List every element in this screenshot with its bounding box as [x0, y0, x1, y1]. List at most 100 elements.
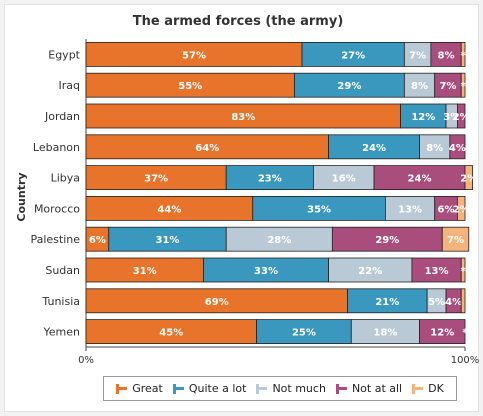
bar-great-tunisia [85, 288, 348, 314]
data-label: 8% [426, 143, 443, 154]
data-label: 44% [157, 204, 181, 215]
legend-label: Great [132, 382, 163, 395]
legend-swatch-icon [256, 383, 268, 394]
bar-not-at-all-libya [373, 165, 466, 191]
legend-swatch-icon [335, 383, 348, 394]
legend-item-quite-a-lot[interactable]: Quite a lot [172, 382, 247, 395]
category-label: Morocco [34, 202, 80, 215]
bar-not-at-all-yemen [419, 319, 466, 345]
y-axis-title: Country [15, 172, 28, 221]
data-label: 35% [307, 204, 331, 215]
bar-quite-a-lot-egypt [301, 42, 405, 67]
data-label: 12% [430, 328, 454, 339]
bar-quite-a-lot-sudan [203, 257, 329, 283]
data-label: 64% [195, 143, 219, 154]
data-label: 5% [428, 297, 445, 308]
category-label: Egypt [48, 48, 80, 61]
x-tick-label: 100% [451, 355, 480, 366]
data-label: 13% [425, 266, 449, 277]
legend-label: Quite a lot [188, 382, 247, 395]
bar-great-jordan [85, 103, 401, 129]
bar-not-at-all-palestine [331, 226, 443, 252]
data-label: 22% [358, 266, 382, 277]
data-label: 4% [445, 297, 462, 308]
x-tick-label: 0% [78, 355, 94, 366]
legend-label: DK [428, 382, 444, 395]
bar-dk-libya [464, 165, 473, 191]
data-label: 31% [133, 266, 157, 277]
data-label: * [460, 81, 466, 92]
bar-not-much-palestine [225, 226, 333, 252]
bar-quite-a-lot-libya [225, 165, 314, 191]
data-label: 37% [144, 174, 168, 185]
data-label: 7% [409, 50, 426, 61]
legend-swatch-icon [412, 383, 424, 394]
data-label: 8% [411, 81, 428, 92]
bar-not-much-egypt [403, 42, 432, 67]
bar-dk-palestine [441, 226, 470, 252]
data-label: 24% [362, 143, 386, 154]
bar-quite-a-lot-morocco [252, 195, 386, 221]
category-label: Lebanon [33, 141, 80, 154]
category-label: Palestine [30, 233, 80, 246]
data-label: 29% [337, 81, 361, 92]
data-label: 45% [159, 328, 183, 339]
bar-dk-sudan [460, 257, 466, 283]
data-label: 21% [375, 297, 399, 308]
data-label: 3% [443, 112, 460, 123]
bar-great-libya [85, 165, 227, 191]
category-label: Sudan [45, 264, 80, 277]
category-label: Iraq [59, 79, 81, 92]
bar-not-at-all-iraq [434, 72, 462, 98]
bar-not-much-libya [312, 165, 375, 191]
bar-dk-egypt [460, 42, 466, 67]
data-label: 31% [156, 235, 180, 246]
data-label: 4% [449, 143, 466, 154]
data-label: * [460, 266, 466, 277]
bar-not-much-yemen [350, 319, 420, 345]
data-label: 16% [332, 174, 356, 185]
data-label: 55% [178, 81, 202, 92]
data-label: 33% [254, 266, 278, 277]
data-label: 23% [258, 174, 282, 185]
bar-quite-a-lot-jordan [400, 103, 447, 129]
legend-swatch-icon [172, 383, 185, 394]
bar-not-at-all-egypt [430, 42, 462, 67]
legend-item-not-much[interactable]: Not much [256, 382, 326, 395]
data-label: 7% [447, 235, 464, 246]
plot-area: Egypt 57% 27% 7% 8% * Iraq 55% 29% 8% 7% * Jordan 83%… [30, 39, 479, 366]
legend: Great Quite a lot Not much Not at all DK [103, 376, 457, 401]
bar-dk-tunisia [460, 288, 466, 314]
bar-great-yemen [85, 319, 257, 345]
bar-chart: The armed forces (the army) Country Egyp… [15, 14, 479, 366]
data-label: * [460, 50, 466, 61]
data-label: 2% [460, 174, 477, 185]
bar-not-much-lebanon [419, 134, 451, 160]
data-label: 7% [439, 81, 456, 92]
bar-not-much-morocco [385, 195, 436, 221]
data-label: 12% [411, 112, 435, 123]
data-label: 2% [453, 204, 470, 215]
data-label: 57% [182, 50, 206, 61]
data-label: 27% [341, 50, 365, 61]
data-label: 29% [375, 235, 399, 246]
bar-not-at-all-lebanon [449, 134, 466, 160]
data-label: 69% [205, 297, 229, 308]
data-label: 6% [438, 204, 455, 215]
category-label: Libya [51, 172, 80, 185]
data-label: 8% [438, 50, 455, 61]
legend-swatch-icon [116, 383, 128, 394]
bar-not-much-iraq [403, 72, 436, 98]
category-label: Tunisia [41, 295, 80, 308]
bar-not-at-all-jordan [457, 103, 466, 129]
legend-item-great[interactable]: Great [116, 382, 163, 395]
data-label: 28% [267, 235, 291, 246]
data-label: 18% [373, 328, 397, 339]
category-label: Jordan [44, 110, 80, 123]
legend-item-not-at-all[interactable]: Not at all [335, 382, 402, 395]
bar-great-egypt [85, 42, 303, 67]
data-label: 6% [89, 235, 106, 246]
data-label: * [462, 328, 468, 339]
legend-item-dk[interactable]: DK [412, 382, 444, 395]
bar-quite-a-lot-yemen [256, 319, 352, 345]
